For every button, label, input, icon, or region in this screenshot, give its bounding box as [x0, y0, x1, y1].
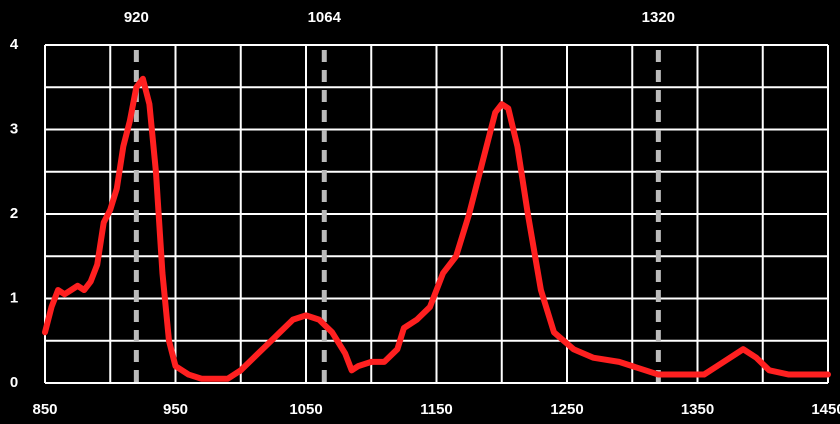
marker-label: 1064: [308, 9, 342, 26]
x-tick-label: 1150: [420, 401, 453, 418]
data-line: [42, 75, 831, 382]
x-tick-label: 1350: [681, 401, 714, 418]
x-tick-label: 1250: [550, 401, 583, 418]
y-tick-label: 4: [10, 36, 19, 53]
x-tick-label: 850: [32, 401, 57, 418]
x-tick-label: 1050: [289, 401, 322, 418]
marker-label: 1320: [642, 9, 675, 26]
y-tick-label: 3: [10, 120, 18, 137]
y-tick-label: 2: [10, 205, 18, 222]
x-tick-label: 1450: [811, 401, 840, 418]
marker-label: 920: [124, 9, 149, 26]
y-tick-label: 0: [10, 374, 18, 391]
y-tick-label: 1: [10, 289, 18, 306]
x-tick-label: 950: [163, 401, 188, 418]
